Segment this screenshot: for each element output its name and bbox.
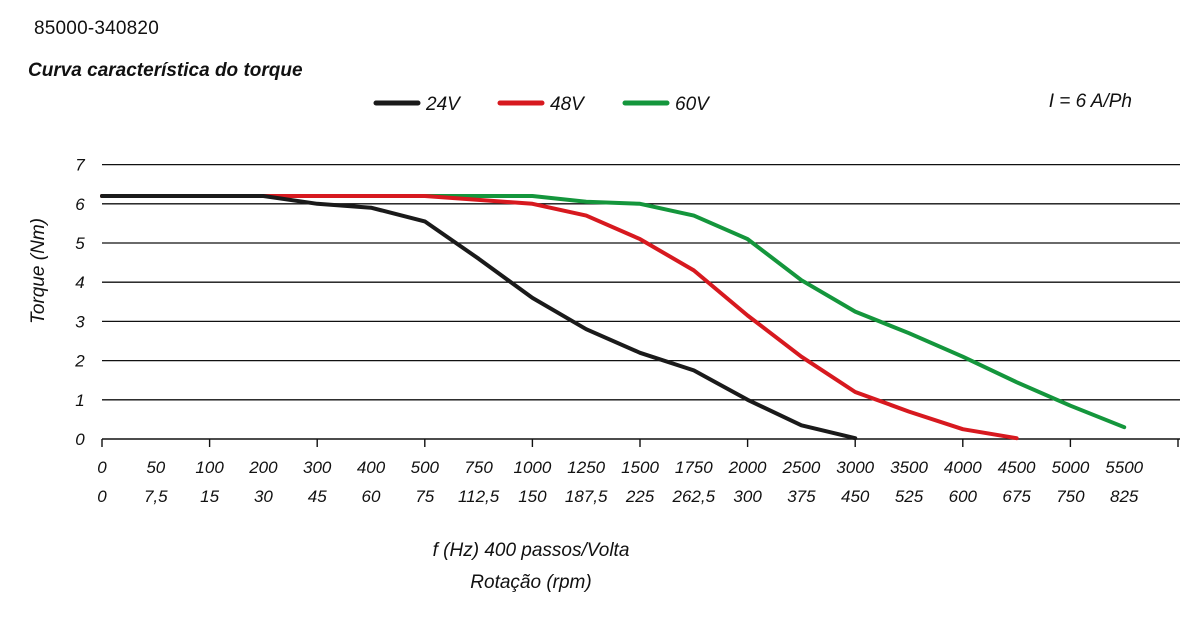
x-tick-label-rpm: 525: [895, 487, 924, 506]
y-tick-label: 5: [75, 234, 85, 253]
x-tick-label-rpm: 112,5: [458, 487, 500, 506]
x-tick-label-rpm: 750: [1056, 487, 1085, 506]
x-tick-label-hz: 750: [464, 458, 493, 477]
chart-title: Curva característica do torque: [28, 60, 303, 81]
x-tick-label-hz: 4500: [998, 458, 1036, 477]
x-tick-label-hz: 3000: [836, 458, 874, 477]
y-tick-label: 0: [75, 430, 85, 449]
y-tick-label: 6: [75, 195, 85, 214]
x-tick-label-rpm: 225: [625, 487, 655, 506]
y-tick-label: 3: [75, 312, 85, 331]
gridlines: [102, 163, 1180, 401]
legend-label-60v: 60V: [675, 94, 711, 115]
y-tick-labels: 0 1 2 3 4 5 6 7: [74, 156, 85, 449]
x-tick-label-rpm: 0: [97, 487, 107, 506]
x-tick-labels: 0 50 100 200 300 400 500 750 1000 1250 1500 1750 200…: [97, 458, 1143, 506]
x-tick-label-hz: 4000: [944, 458, 982, 477]
series-line-60v: [100, 194, 1127, 430]
series-line-24v: [100, 194, 858, 441]
x-tick-label-rpm: 75: [415, 487, 434, 506]
series-line-48v: [100, 194, 1019, 441]
legend: 24V 48V 60V: [373, 94, 711, 115]
x-tick-label-rpm: 825: [1110, 487, 1139, 506]
y-tick-label: 7: [75, 156, 85, 175]
x-tick-label-hz: 5000: [1051, 458, 1089, 477]
y-axis-title: Torque (Nm): [28, 218, 49, 324]
x-tick-label-hz: 50: [146, 458, 165, 477]
x-tick-label-hz: 1250: [567, 458, 605, 477]
x-tick-label-rpm: 450: [841, 487, 870, 506]
x-tick-label-hz: 500: [411, 458, 440, 477]
x-tick-label-rpm: 300: [733, 487, 762, 506]
x-tick-label-rpm: 375: [787, 487, 816, 506]
x-tick-label-hz: 5500: [1105, 458, 1143, 477]
x-tick-label-rpm: 675: [1002, 487, 1031, 506]
x-tick-label-rpm: 60: [362, 487, 381, 506]
x-tick-label-rpm: 30: [254, 487, 273, 506]
x-tick-label-rpm: 600: [949, 487, 978, 506]
x-tick-label-hz: 2000: [728, 458, 767, 477]
x-tick-label-hz: 2500: [781, 458, 820, 477]
legend-label-24v: 24V: [425, 94, 462, 115]
x-tick-label-rpm: 262,5: [672, 487, 716, 506]
x-axis-title-rpm: Rotação (rpm): [470, 572, 591, 593]
y-tick-label: 1: [75, 391, 84, 410]
x-tick-label-rpm: 15: [200, 487, 219, 506]
series-lines: [100, 194, 1127, 441]
x-axis: [101, 438, 1180, 447]
x-tick-label-hz: 1500: [621, 458, 659, 477]
x-tick-label-rpm: 150: [518, 487, 547, 506]
x-tick-label-hz: 200: [248, 458, 278, 477]
x-tick-label-rpm: 187,5: [565, 487, 608, 506]
part-number: 85000-340820: [34, 18, 159, 39]
legend-label-48v: 48V: [550, 94, 586, 115]
x-tick-label-hz: 100: [195, 458, 224, 477]
x-tick-label-hz: 400: [357, 458, 386, 477]
x-tick-label-hz: 1750: [675, 458, 713, 477]
x-tick-label-rpm: 45: [308, 487, 327, 506]
x-tick-label-hz: 3500: [890, 458, 928, 477]
x-tick-label-hz: 1000: [513, 458, 551, 477]
x-axis-title-hz: f (Hz) 400 passos/Volta: [433, 540, 630, 561]
x-tick-label-rpm: 7,5: [144, 487, 168, 506]
y-tick-label: 2: [74, 352, 85, 371]
x-tick-label-hz: 0: [97, 458, 107, 477]
current-label: I = 6 A/Ph: [1049, 91, 1132, 112]
x-tick-label-hz: 300: [303, 458, 332, 477]
y-tick-label: 4: [75, 273, 84, 292]
